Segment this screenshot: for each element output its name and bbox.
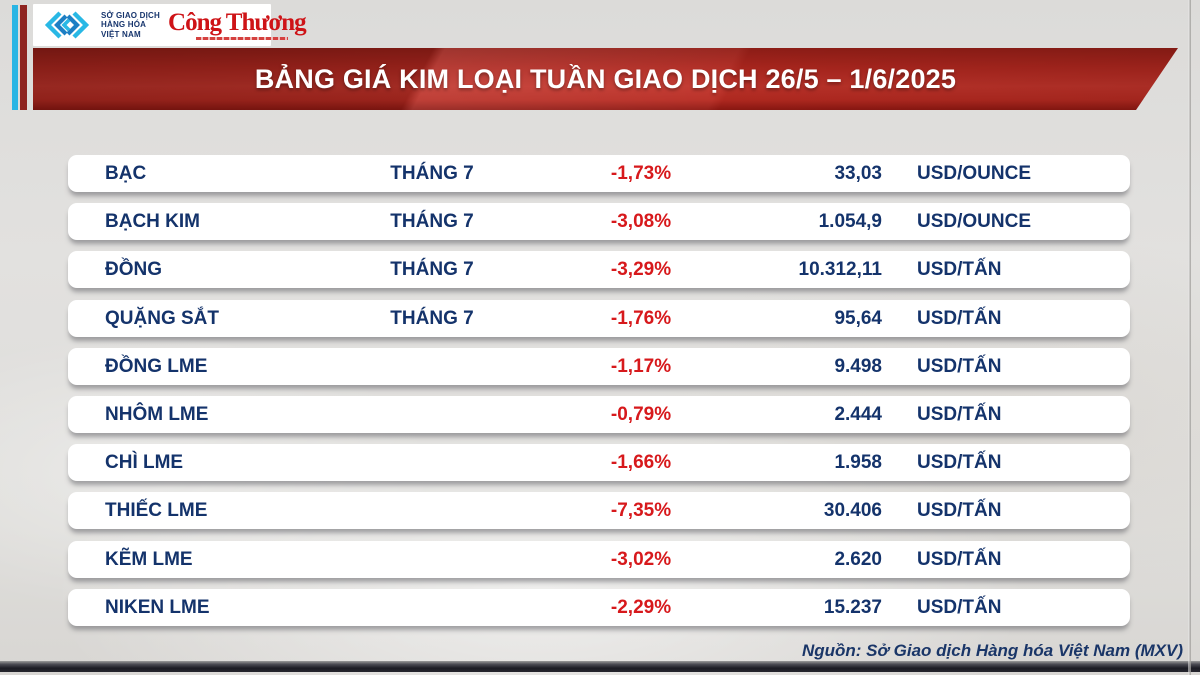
price-unit: USD/OUNCE xyxy=(917,162,1032,184)
header-logo-plate: SỞ GIAO DỊCH HÀNG HÓA VIỆT NAM Công Thươ… xyxy=(33,4,307,46)
weekly-change: -1,76% xyxy=(610,307,672,329)
table-row: BẠC THÁNG 7 -1,73% 33,03 USD/OUNCE xyxy=(68,155,1130,192)
commodity-name: BẠCH KIM xyxy=(105,210,200,232)
weekly-change: -7,35% xyxy=(610,499,672,521)
commodity-name: NHÔM LME xyxy=(105,403,209,425)
price-value: 95,64 xyxy=(834,307,882,329)
exchange-name-line2: HÀNG HÓA xyxy=(101,20,147,30)
weekly-change: -3,29% xyxy=(610,258,672,280)
weekly-change: -2,29% xyxy=(610,596,672,618)
commodity-name: THIẾC LME xyxy=(105,499,208,521)
price-value: 2.620 xyxy=(834,548,882,570)
table-row: KẼM LME -3,02% 2.620 USD/TẤN xyxy=(68,541,1130,578)
table-row: NHÔM LME -0,79% 2.444 USD/TẤN xyxy=(68,396,1130,433)
bottom-divider-bar xyxy=(0,661,1200,672)
table-row: CHÌ LME -1,66% 1.958 USD/TẤN xyxy=(68,444,1130,481)
commodity-name: NIKEN LME xyxy=(105,596,210,618)
weekly-change: -1,66% xyxy=(610,451,672,473)
table-row: ĐỒNG LME -1,17% 9.498 USD/TẤN xyxy=(68,348,1130,385)
title-banner: BẢNG GIÁ KIM LOẠI TUẦN GIAO DỊCH 26/5 – … xyxy=(33,48,1178,110)
contract-month xyxy=(372,589,492,626)
table-row: ĐỒNG THÁNG 7 -3,29% 10.312,11 USD/TẤN xyxy=(68,251,1130,288)
contract-month: THÁNG 7 xyxy=(390,258,474,280)
price-unit: USD/TẤN xyxy=(917,451,1002,473)
commodity-name: QUẶNG SẮT xyxy=(105,307,219,329)
price-value: 1.054,9 xyxy=(818,210,882,232)
price-unit: USD/TẤN xyxy=(917,596,1002,618)
price-value: 30.406 xyxy=(823,499,882,521)
weekly-change: -3,08% xyxy=(610,210,672,232)
price-unit: USD/TẤN xyxy=(917,355,1002,377)
price-value: 10.312,11 xyxy=(798,258,882,280)
price-value: 1.958 xyxy=(834,451,882,473)
table-row: THIẾC LME -7,35% 30.406 USD/TẤN xyxy=(68,492,1130,529)
weekly-change: -0,79% xyxy=(610,403,672,425)
contract-month: THÁNG 7 xyxy=(390,307,474,329)
newspaper-masthead-text: Công Thương xyxy=(168,9,307,36)
price-value: 15.237 xyxy=(823,596,882,618)
left-accent-stripe-cyan xyxy=(12,5,18,110)
contract-month xyxy=(372,348,492,385)
contract-month xyxy=(372,396,492,433)
contract-month: THÁNG 7 xyxy=(390,162,474,184)
right-edge-line xyxy=(1188,0,1191,675)
price-value: 33,03 xyxy=(834,162,882,184)
contract-month xyxy=(372,541,492,578)
table-row: QUẶNG SẮT THÁNG 7 -1,76% 95,64 USD/TẤN xyxy=(68,300,1130,337)
commodity-name: ĐỒNG LME xyxy=(105,355,208,377)
page-title: BẢNG GIÁ KIM LOẠI TUẦN GIAO DỊCH 26/5 – … xyxy=(254,63,957,94)
contract-month xyxy=(372,492,492,529)
newspaper-masthead: Công Thương xyxy=(168,9,307,40)
newspaper-tagline-bar xyxy=(196,37,289,40)
price-value: 2.444 xyxy=(834,403,882,425)
price-value: 9.498 xyxy=(834,355,882,377)
commodity-name: CHÌ LME xyxy=(105,451,184,473)
price-unit: USD/TẤN xyxy=(917,548,1002,570)
weekly-change: -1,73% xyxy=(610,162,672,184)
table-row: BẠCH KIM THÁNG 7 -3,08% 1.054,9 USD/OUNCE xyxy=(68,203,1130,240)
contract-month xyxy=(372,444,492,481)
source-note: Nguồn: Sở Giao dịch Hàng hóa Việt Nam (M… xyxy=(801,641,1183,660)
price-unit: USD/TẤN xyxy=(917,499,1002,521)
weekly-change: -1,17% xyxy=(610,355,672,377)
exchange-name: SỞ GIAO DỊCH HÀNG HÓA VIỆT NAM xyxy=(101,11,160,39)
commodity-name: KẼM LME xyxy=(105,548,193,570)
mxv-logo-icon xyxy=(44,11,90,39)
price-unit: USD/OUNCE xyxy=(917,210,1032,232)
left-accent-stripe-maroon xyxy=(20,5,27,110)
exchange-name-line3: VIỆT NAM xyxy=(101,29,141,39)
contract-month: THÁNG 7 xyxy=(390,210,474,232)
table-row: NIKEN LME -2,29% 15.237 USD/TẤN xyxy=(68,589,1130,626)
price-unit: USD/TẤN xyxy=(917,307,1002,329)
commodity-name: BẠC xyxy=(105,162,147,184)
price-unit: USD/TẤN xyxy=(917,258,1002,280)
exchange-name-line1: SỞ GIAO DỊCH xyxy=(101,10,161,20)
price-unit: USD/TẤN xyxy=(917,403,1002,425)
commodity-name: ĐỒNG xyxy=(105,258,162,280)
weekly-change: -3,02% xyxy=(610,548,672,570)
